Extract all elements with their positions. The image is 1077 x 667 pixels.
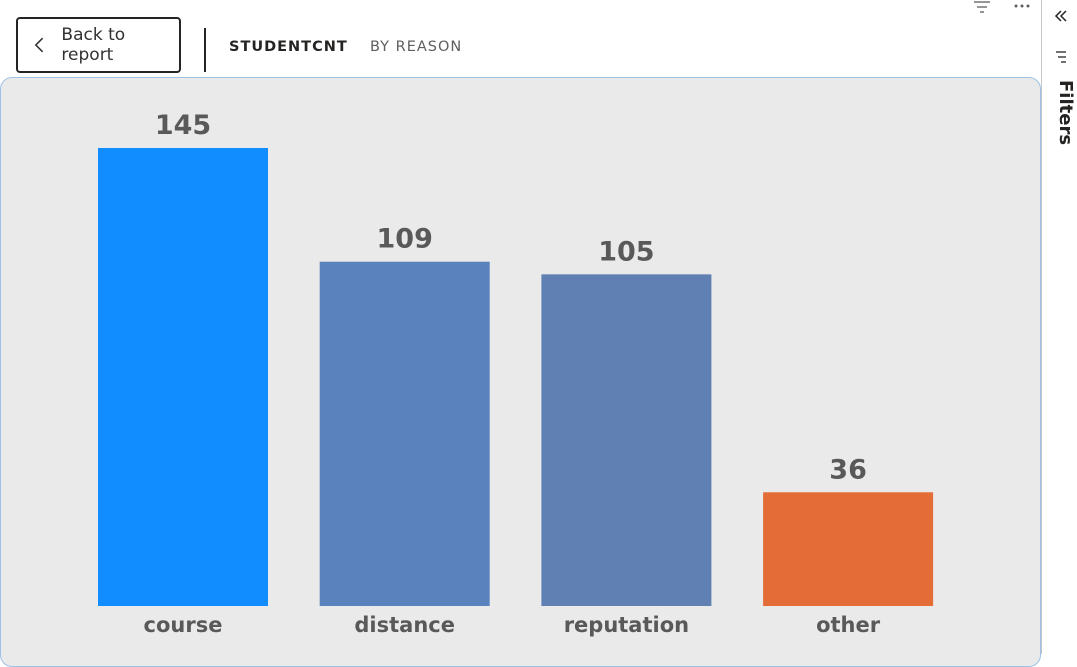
chevron-left-icon	[34, 37, 44, 53]
data-label-reputation: 105	[598, 236, 654, 267]
bar-chart: 145 course 109 distance 105 reputation 36 other	[98, 110, 934, 637]
chart-visual[interactable]: 145 course 109 distance 105 reputation 36 other	[0, 77, 1041, 667]
collapse-double-chevron-icon[interactable]	[1053, 8, 1069, 24]
tab-by-reason[interactable]: BY REASON	[370, 39, 463, 55]
x-tick-label-distance: distance	[354, 613, 455, 637]
bar-other[interactable]	[763, 492, 934, 606]
filters-pane: Filters	[1041, 0, 1077, 654]
bar-reputation[interactable]	[541, 274, 712, 606]
back-to-report-label: Back to report	[61, 25, 126, 65]
x-tick-label-course: course	[144, 613, 223, 637]
filter-icon	[1056, 51, 1066, 63]
data-label-distance: 109	[377, 224, 433, 255]
filter-icon[interactable]	[972, 0, 992, 14]
more-options-icon[interactable]	[1012, 0, 1032, 12]
filters-label[interactable]: Filters	[1055, 80, 1076, 146]
header-divider	[204, 28, 206, 72]
x-tick-label-reputation: reputation	[564, 613, 689, 637]
tab-studentcnt[interactable]: STUDENTCNT	[229, 39, 348, 55]
data-label-other: 36	[829, 454, 867, 485]
data-label-course: 145	[155, 110, 211, 141]
bar-distance[interactable]	[319, 261, 490, 606]
bar-course[interactable]	[98, 148, 268, 606]
back-to-report-button[interactable]: Back to report	[16, 17, 181, 73]
x-tick-label-other: other	[816, 613, 881, 637]
